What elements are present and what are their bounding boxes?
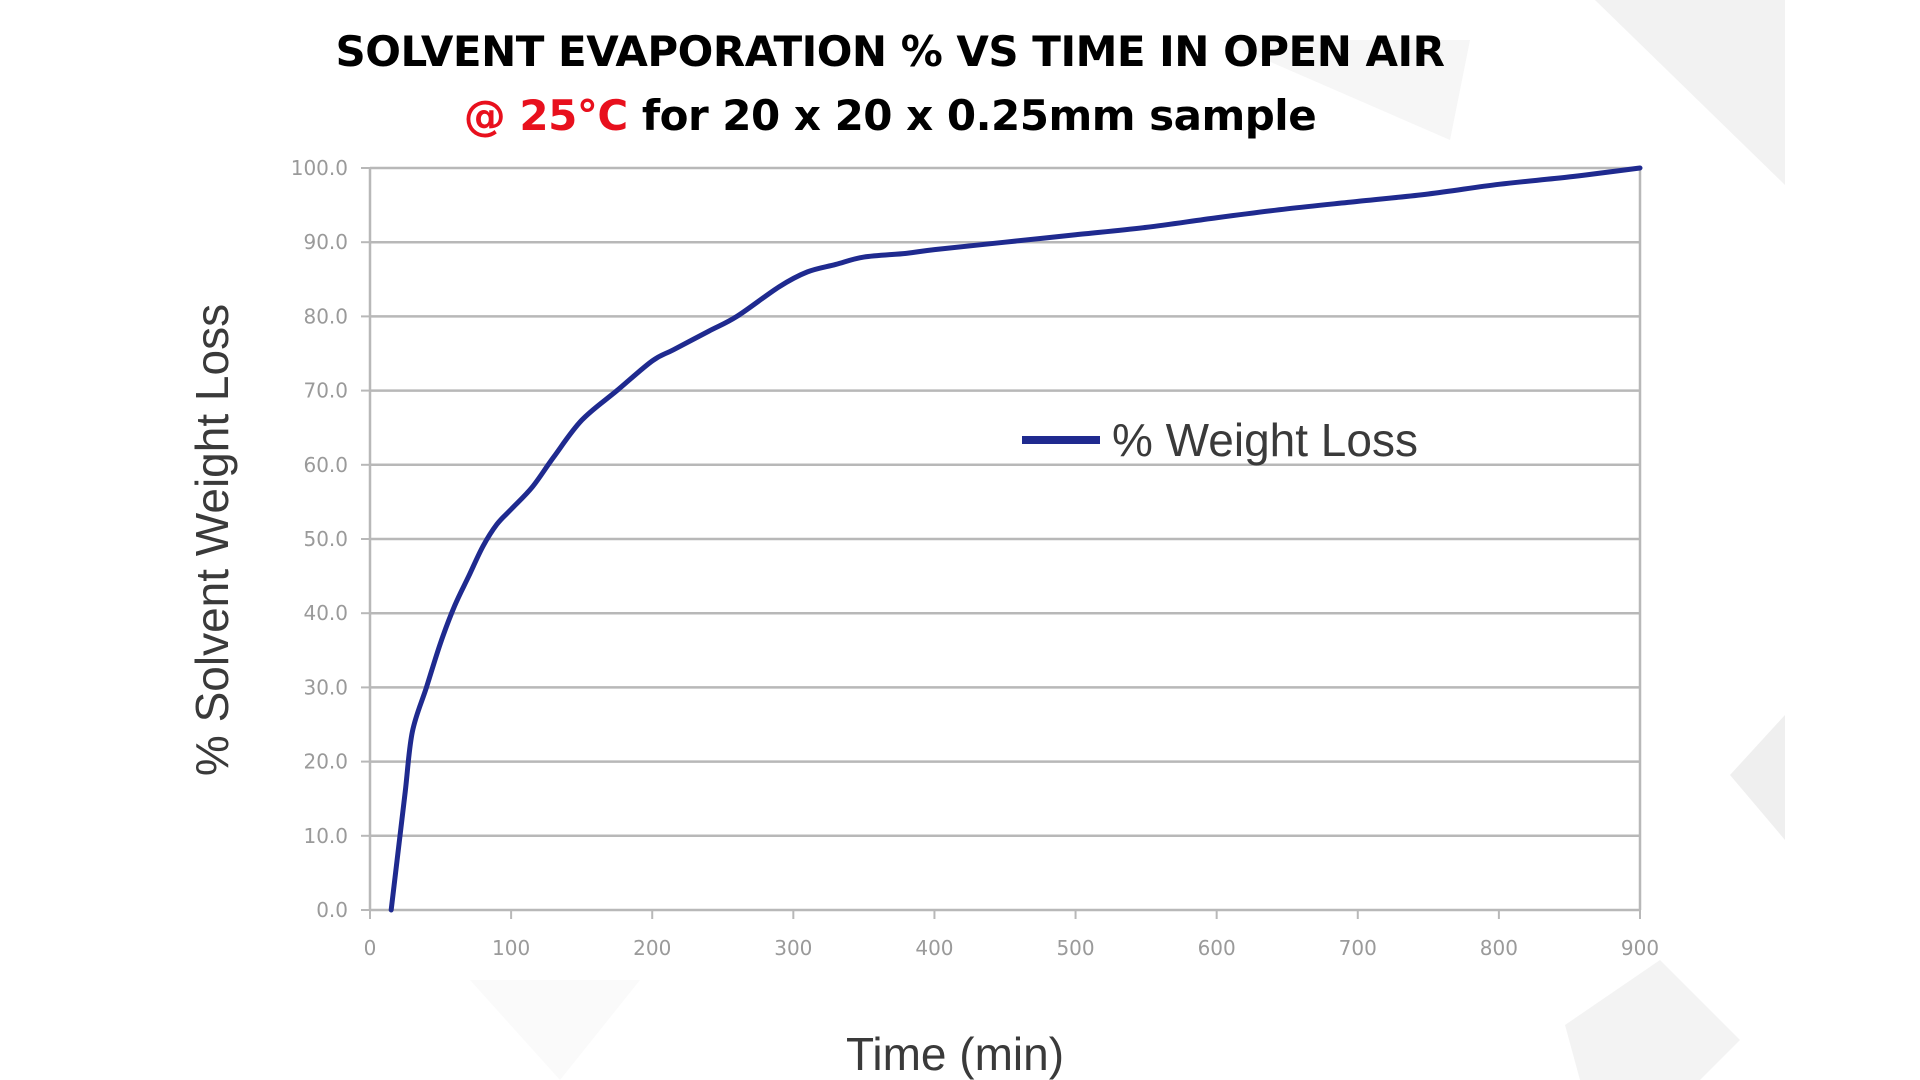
- y-tick-label: 70.0: [303, 379, 348, 403]
- y-tick-label: 0.0: [316, 898, 348, 922]
- y-axis-title: % Solvent Weight Loss: [186, 304, 238, 776]
- chart-title: SOLVENT EVAPORATION % VS TIME IN OPEN AI…: [0, 20, 1850, 148]
- y-tick-label: 20.0: [303, 750, 348, 774]
- deco-shape-behind-title: [1220, 40, 1470, 140]
- y-tick-label: 60.0: [303, 453, 348, 477]
- y-tick-label: 30.0: [303, 675, 348, 699]
- x-tick-label: 300: [774, 936, 812, 960]
- deco-shape-bottom-right: [1565, 960, 1740, 1080]
- series-line-weight-loss: [388, 165, 1643, 913]
- y-tick-label: 90.0: [303, 230, 348, 254]
- x-tick-label: 700: [1339, 936, 1377, 960]
- y-tick-label: 10.0: [303, 824, 348, 848]
- x-tick-label: 600: [1198, 936, 1236, 960]
- x-axis-title: Time (min): [846, 1028, 1064, 1080]
- y-tick-label: 100.0: [291, 156, 348, 180]
- deco-shape-bottom-left: [470, 980, 640, 1080]
- deco-shape-right-middle: [1730, 715, 1785, 840]
- x-tick-label: 800: [1480, 936, 1518, 960]
- title-sample-size: for 20 x 20 x 0.25mm sample: [627, 91, 1317, 140]
- y-tick-label: 40.0: [303, 601, 348, 625]
- y-tick-label: 50.0: [303, 527, 348, 551]
- legend-label: % Weight Loss: [1112, 414, 1418, 466]
- x-tick-label: 900: [1621, 936, 1659, 960]
- deco-shape-top-right: [1595, 0, 1785, 185]
- x-tick-label: 200: [633, 936, 671, 960]
- x-tick-label: 400: [915, 936, 953, 960]
- title-temperature: @ 25°C: [463, 91, 628, 140]
- y-tick-label: 80.0: [303, 304, 348, 328]
- title-line-1: SOLVENT EVAPORATION % VS TIME IN OPEN AI…: [335, 27, 1445, 76]
- x-tick-label: 0: [364, 936, 377, 960]
- title-line-2: @ 25°C for 20 x 20 x 0.25mm sample: [0, 84, 1850, 148]
- x-tick-label: 100: [492, 936, 530, 960]
- x-tick-label: 500: [1056, 936, 1094, 960]
